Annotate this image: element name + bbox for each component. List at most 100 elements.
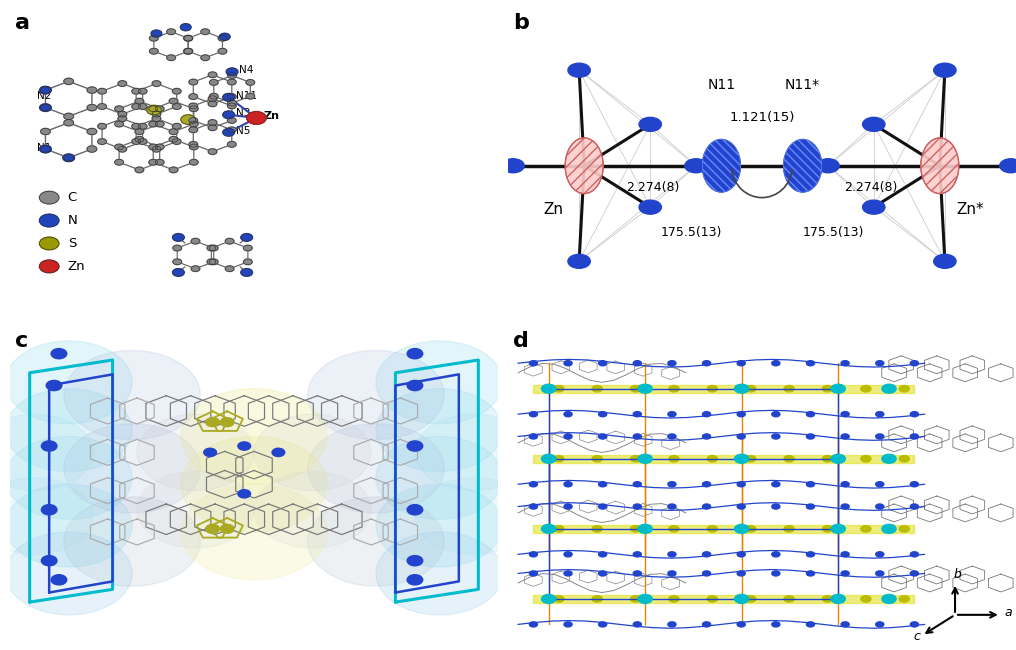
Circle shape [149,121,157,127]
Circle shape [502,159,524,173]
Circle shape [5,437,132,519]
Circle shape [568,63,590,77]
Circle shape [564,411,572,417]
Circle shape [223,129,235,136]
Circle shape [598,504,607,509]
Circle shape [42,556,57,566]
Circle shape [51,575,67,585]
Circle shape [169,136,178,142]
Circle shape [308,350,444,439]
Circle shape [564,622,572,627]
Circle shape [208,72,217,77]
Circle shape [189,118,198,124]
Circle shape [542,454,556,463]
Circle shape [1000,159,1016,173]
Circle shape [876,411,884,417]
Circle shape [639,118,661,131]
Circle shape [407,575,423,585]
Circle shape [47,380,62,391]
Ellipse shape [565,138,604,194]
Circle shape [841,411,849,417]
Circle shape [155,144,164,150]
Circle shape [135,136,144,142]
Circle shape [822,456,832,462]
Circle shape [149,35,158,41]
Circle shape [638,454,652,463]
Circle shape [407,348,423,359]
Circle shape [40,104,51,111]
Circle shape [184,48,192,54]
Circle shape [633,552,641,557]
Circle shape [669,456,679,462]
Circle shape [173,233,184,241]
Ellipse shape [783,140,822,192]
Circle shape [132,124,140,129]
Circle shape [64,497,200,586]
Circle shape [376,437,503,519]
Circle shape [228,127,236,133]
Text: N11*: N11* [785,78,820,92]
Circle shape [735,525,749,533]
Circle shape [207,245,215,251]
Circle shape [208,149,217,155]
Circle shape [115,121,124,127]
Circle shape [841,361,849,366]
Circle shape [98,138,107,144]
Circle shape [631,456,641,462]
Circle shape [861,385,871,392]
Circle shape [238,442,251,450]
Circle shape [218,48,227,54]
Circle shape [598,552,607,557]
Circle shape [702,482,710,487]
Circle shape [184,35,193,41]
Circle shape [118,146,127,152]
Circle shape [882,454,896,463]
Circle shape [167,55,176,60]
Circle shape [685,159,707,173]
Circle shape [910,504,918,509]
Circle shape [184,48,193,54]
Circle shape [669,385,679,392]
Text: N11: N11 [707,78,736,92]
Text: b: b [513,13,529,33]
Circle shape [228,142,236,147]
Circle shape [41,128,51,135]
Circle shape [899,595,909,602]
Circle shape [529,504,537,509]
Circle shape [882,525,896,533]
Circle shape [138,138,147,144]
Circle shape [191,239,200,244]
Circle shape [807,411,815,417]
Circle shape [0,478,93,554]
Circle shape [209,245,218,251]
Circle shape [149,144,157,150]
Circle shape [784,526,795,532]
Circle shape [772,571,780,576]
Circle shape [592,456,602,462]
Circle shape [633,622,641,627]
Circle shape [40,260,59,273]
Text: a: a [15,13,30,33]
Text: c: c [913,630,920,643]
Circle shape [223,111,235,118]
Circle shape [784,456,795,462]
Circle shape [51,348,67,359]
Circle shape [669,595,679,602]
Circle shape [208,120,217,125]
Circle shape [899,385,909,392]
Circle shape [208,96,217,101]
Ellipse shape [702,140,741,192]
Circle shape [564,434,572,439]
Circle shape [529,622,537,627]
Circle shape [138,88,147,94]
Text: 175.5(13): 175.5(13) [803,226,864,239]
Circle shape [5,341,132,424]
Circle shape [173,103,181,109]
Circle shape [598,571,607,576]
Circle shape [118,116,127,122]
Circle shape [98,103,107,109]
Circle shape [41,87,51,94]
Circle shape [184,35,192,41]
Circle shape [173,88,181,94]
Circle shape [529,411,537,417]
